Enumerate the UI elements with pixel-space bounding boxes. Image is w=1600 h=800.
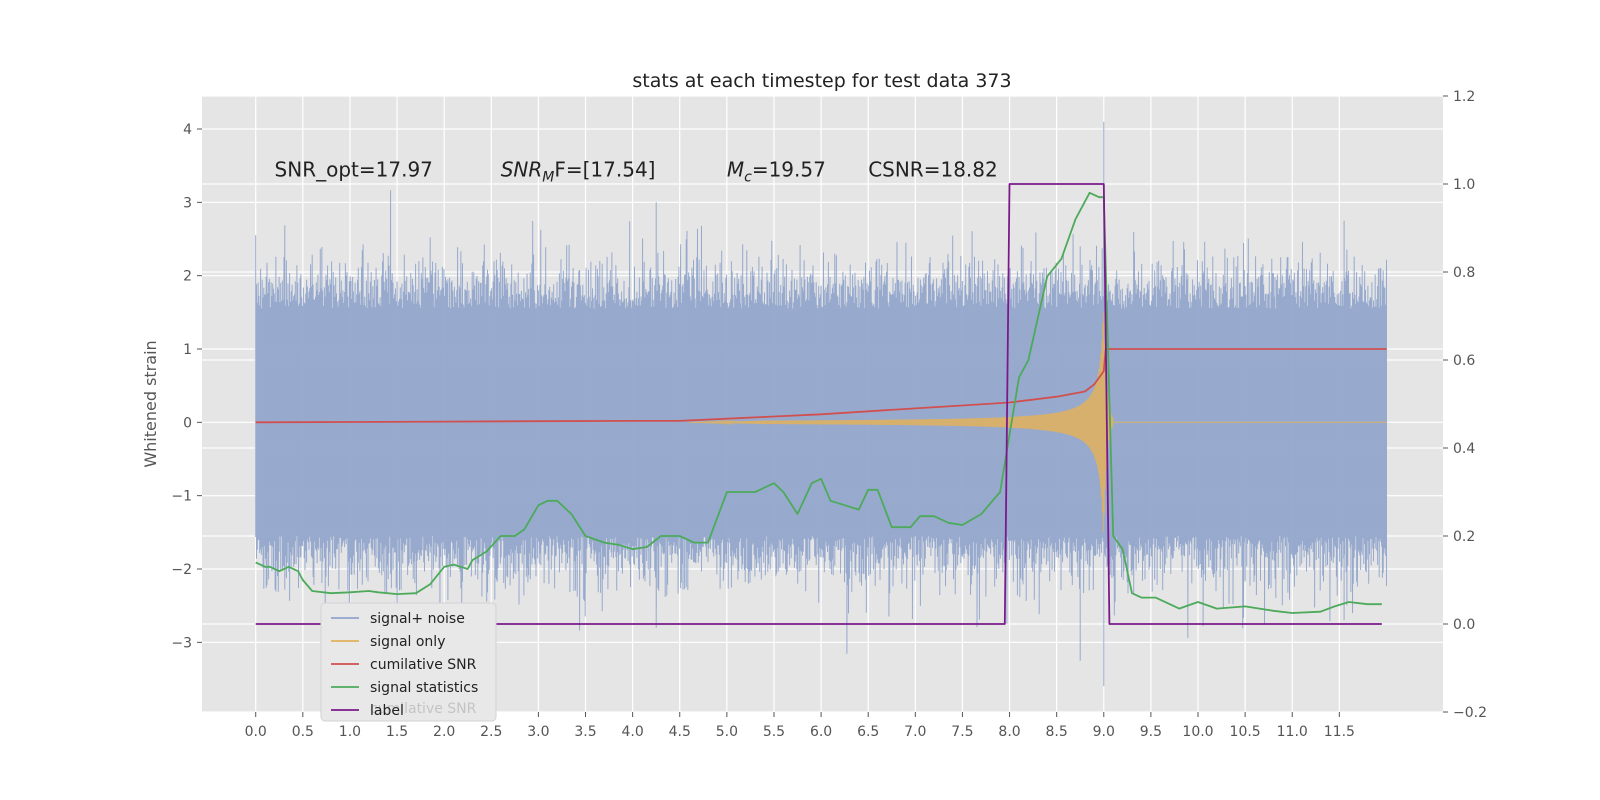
- x-tick-label: 9.0: [1093, 724, 1115, 740]
- y-tick-label: −3: [171, 635, 192, 651]
- x-tick-label: 1.0: [339, 724, 361, 740]
- y2-tick-label: 0.4: [1453, 441, 1475, 457]
- y-tick-label: 2: [183, 269, 192, 285]
- x-tick-label: 11.5: [1324, 724, 1355, 740]
- annotations: SNR_opt=17.97 SNRMF=[17.54] Mc=19.57 CSNR=1…: [275, 158, 998, 186]
- x-tick-label: 11.0: [1277, 724, 1308, 740]
- annotation-2: Mc=19.57: [727, 158, 826, 186]
- legend-label-0: signal+ noise: [370, 611, 465, 627]
- annotation-3: CSNR=18.82: [868, 158, 998, 182]
- y-tick-label: −1: [171, 489, 192, 505]
- legend-ghost-text: cumilative SNR: [370, 701, 477, 717]
- y2-tick-label: 0.2: [1453, 529, 1475, 545]
- legend-label-2: cumilative SNR: [370, 657, 477, 673]
- x-tick-label: 2.5: [480, 724, 502, 740]
- y-tick-label: 1: [183, 342, 192, 358]
- x-tick-label: 4.5: [669, 724, 691, 740]
- x-tick-label: 7.0: [904, 724, 926, 740]
- x-tick-label: 8.0: [998, 724, 1020, 740]
- y2-tick-label: 0.8: [1453, 265, 1475, 281]
- y-tick-label: 4: [183, 122, 192, 138]
- x-tick-label: 3.5: [574, 724, 596, 740]
- series-line-cumilative-snr: [255, 348, 1387, 424]
- y2-tick-label: 0.6: [1453, 353, 1475, 369]
- x-tick-label: 9.5: [1140, 724, 1162, 740]
- legend-label-3: signal statistics: [370, 680, 478, 696]
- x-tick-label: 0.0: [245, 724, 267, 740]
- y2-axis-ticks: 1.2 1.0 0.8 0.6 0.4 0.2 0.0 −0.2: [1443, 89, 1487, 721]
- series-lines: [255, 183, 1387, 625]
- y2-tick-label: 1.0: [1453, 177, 1475, 193]
- chart-title: stats at each timestep for test data 373: [632, 70, 1011, 92]
- legend-label-1: signal only: [370, 634, 445, 650]
- y-tick-label: 3: [183, 195, 192, 211]
- annotation-1: SNRMF=[17.54]: [501, 158, 656, 186]
- x-tick-label: 5.0: [716, 724, 738, 740]
- x-tick-label: 2.0: [433, 724, 455, 740]
- annotation-0: SNR_opt=17.97: [275, 158, 433, 182]
- y-axis-ticks: 4 3 2 1 0 −1 −2 −3: [171, 122, 202, 651]
- x-tick-label: 1.5: [386, 724, 408, 740]
- x-tick-label: 10.0: [1182, 724, 1213, 740]
- series-line-signal-statistics: [255, 191, 1382, 614]
- y2-tick-label: 0.0: [1453, 617, 1475, 633]
- x-tick-label: 4.0: [621, 724, 643, 740]
- y-tick-label: 0: [183, 415, 192, 431]
- x-tick-label: 0.5: [292, 724, 314, 740]
- legend-box: [320, 602, 497, 722]
- x-tick-label: 6.5: [857, 724, 879, 740]
- y-tick-label: −2: [171, 562, 192, 578]
- x-tick-label: 8.5: [1046, 724, 1068, 740]
- y2-tick-label: 1.2: [1453, 89, 1475, 105]
- x-axis-ticks: 0.0 0.5 1.0 1.5 2.0 2.5 3.0 3.5 4.0 4.5 5.0 5.5 6.0 6…: [245, 712, 1355, 740]
- legend-label-4: label: [370, 703, 404, 719]
- signal-only-trace: [689, 312, 1387, 533]
- x-tick-label: 7.5: [951, 724, 973, 740]
- series-signal-only: [689, 312, 1387, 533]
- y-axis-label: Whitened strain: [141, 340, 160, 467]
- series-line-label: [255, 183, 1382, 625]
- legend: cumilative SNR signal+ noise signal only c…: [320, 602, 497, 722]
- x-tick-label: 5.5: [763, 724, 785, 740]
- x-tick-label: 10.5: [1230, 724, 1261, 740]
- y2-tick-label: −0.2: [1453, 705, 1487, 721]
- x-tick-label: 3.0: [527, 724, 549, 740]
- x-tick-label: 6.0: [810, 724, 832, 740]
